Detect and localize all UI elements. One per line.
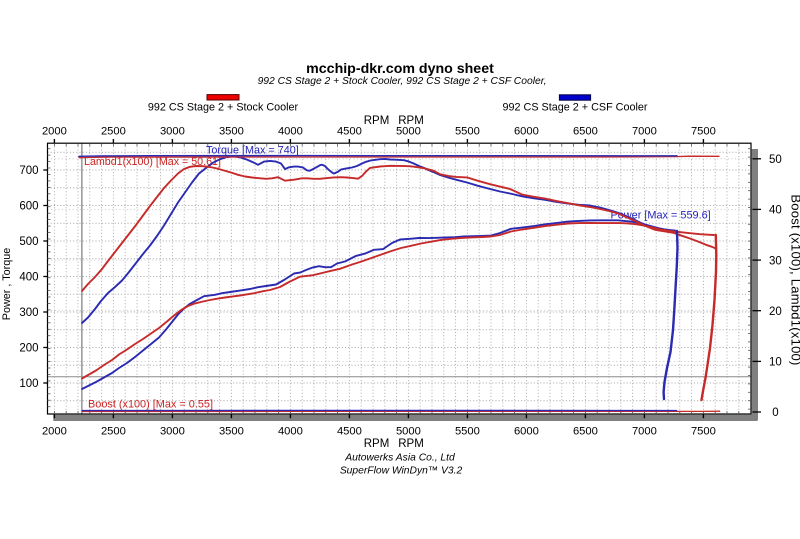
svg-text:2000: 2000 bbox=[42, 426, 67, 438]
svg-text:7000: 7000 bbox=[632, 426, 657, 438]
svg-text:3000: 3000 bbox=[160, 126, 185, 138]
svg-text:5000: 5000 bbox=[396, 126, 421, 138]
svg-text:3500: 3500 bbox=[219, 426, 244, 438]
svg-text:4000: 4000 bbox=[278, 426, 303, 438]
svg-text:7000: 7000 bbox=[632, 126, 657, 138]
svg-text:4500: 4500 bbox=[337, 126, 362, 138]
svg-text:400: 400 bbox=[19, 272, 38, 284]
svg-text:5500: 5500 bbox=[455, 126, 480, 138]
svg-text:Boost (x100) [Max = 0.55]: Boost (x100) [Max = 0.55] bbox=[88, 399, 213, 411]
svg-text:RPM: RPM bbox=[364, 115, 390, 127]
svg-text:RPM: RPM bbox=[398, 438, 424, 450]
svg-text:mcchip-dkr.com dyno sheet: mcchip-dkr.com dyno sheet bbox=[306, 61, 494, 77]
svg-text:40: 40 bbox=[769, 205, 782, 217]
svg-text:20: 20 bbox=[769, 306, 782, 318]
svg-text:Power , Torque: Power , Torque bbox=[1, 248, 13, 320]
svg-text:10: 10 bbox=[769, 357, 782, 369]
svg-text:4500: 4500 bbox=[337, 426, 362, 438]
svg-text:5500: 5500 bbox=[455, 426, 480, 438]
svg-text:300: 300 bbox=[19, 307, 38, 319]
svg-text:6500: 6500 bbox=[573, 426, 598, 438]
svg-text:2500: 2500 bbox=[101, 126, 126, 138]
svg-text:992 CS Stage 2 + Stock Cooler: 992 CS Stage 2 + Stock Cooler bbox=[148, 102, 299, 114]
svg-text:6500: 6500 bbox=[573, 126, 598, 138]
svg-text:SuperFlow WinDyn™ V3.2: SuperFlow WinDyn™ V3.2 bbox=[340, 466, 463, 477]
svg-text:7500: 7500 bbox=[691, 126, 716, 138]
svg-text:5000: 5000 bbox=[396, 426, 421, 438]
svg-text:Boost (x100), Lambd1(x100): Boost (x100), Lambd1(x100) bbox=[789, 194, 800, 365]
svg-text:7500: 7500 bbox=[691, 426, 716, 438]
svg-text:0: 0 bbox=[772, 407, 778, 419]
svg-text:992 CS Stage 2 + Stock Cooler,: 992 CS Stage 2 + Stock Cooler, 992 CS St… bbox=[258, 76, 547, 87]
svg-text:Torque [Max = 740]: Torque [Max = 740] bbox=[206, 145, 299, 157]
svg-text:RPM: RPM bbox=[364, 438, 390, 450]
svg-text:50: 50 bbox=[769, 154, 782, 166]
svg-text:700: 700 bbox=[19, 165, 38, 177]
svg-text:100: 100 bbox=[19, 378, 38, 390]
svg-text:Autowerks Asia Co., Ltd: Autowerks Asia Co., Ltd bbox=[344, 453, 455, 464]
svg-text:3000: 3000 bbox=[160, 426, 185, 438]
svg-text:6000: 6000 bbox=[514, 426, 539, 438]
svg-text:2500: 2500 bbox=[101, 426, 126, 438]
svg-text:600: 600 bbox=[19, 201, 38, 213]
svg-text:4000: 4000 bbox=[278, 126, 303, 138]
svg-text:6000: 6000 bbox=[514, 126, 539, 138]
svg-text:992 CS Stage 2 + CSF Cooler: 992 CS Stage 2 + CSF Cooler bbox=[503, 102, 648, 114]
svg-text:500: 500 bbox=[19, 236, 38, 248]
svg-text:200: 200 bbox=[19, 343, 38, 355]
svg-text:3500: 3500 bbox=[219, 126, 244, 138]
svg-text:2000: 2000 bbox=[42, 126, 67, 138]
svg-text:30: 30 bbox=[769, 255, 782, 267]
